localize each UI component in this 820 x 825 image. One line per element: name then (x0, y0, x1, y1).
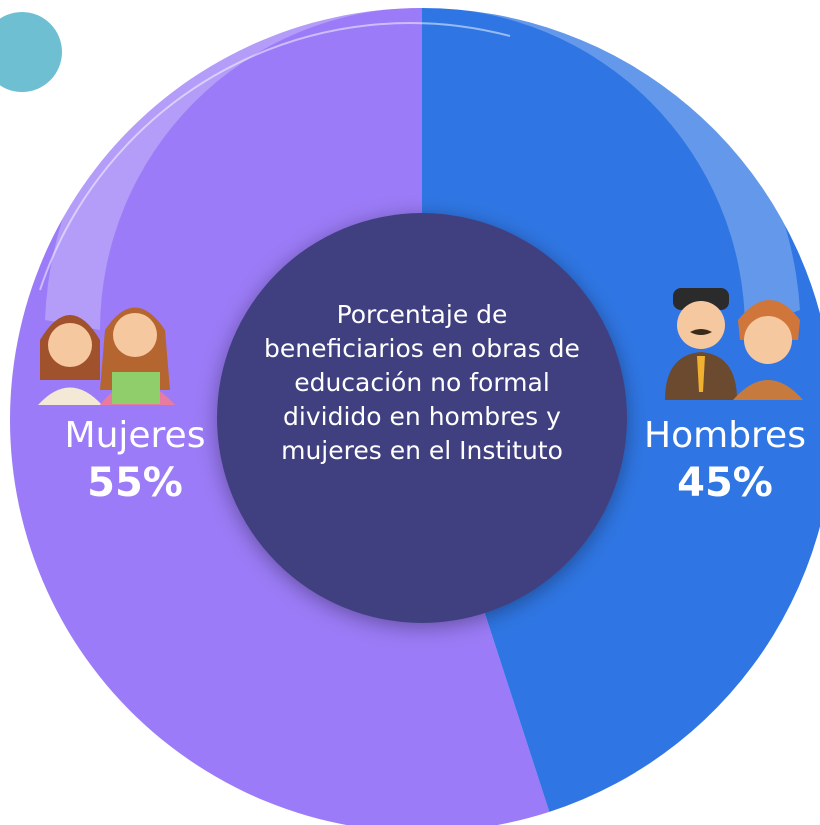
category-label: Hombres (644, 415, 806, 456)
decor-dot (0, 12, 62, 92)
category-label: Mujeres (65, 415, 206, 456)
decor-line (39, 21, 511, 291)
women-icon (38, 307, 175, 405)
chart-title: Porcentaje de beneficiarios en obras de … (264, 300, 580, 465)
value-label: 45% (677, 460, 773, 506)
men-icon (665, 288, 803, 400)
center-disc (217, 213, 627, 623)
value-label: 55% (87, 460, 183, 506)
